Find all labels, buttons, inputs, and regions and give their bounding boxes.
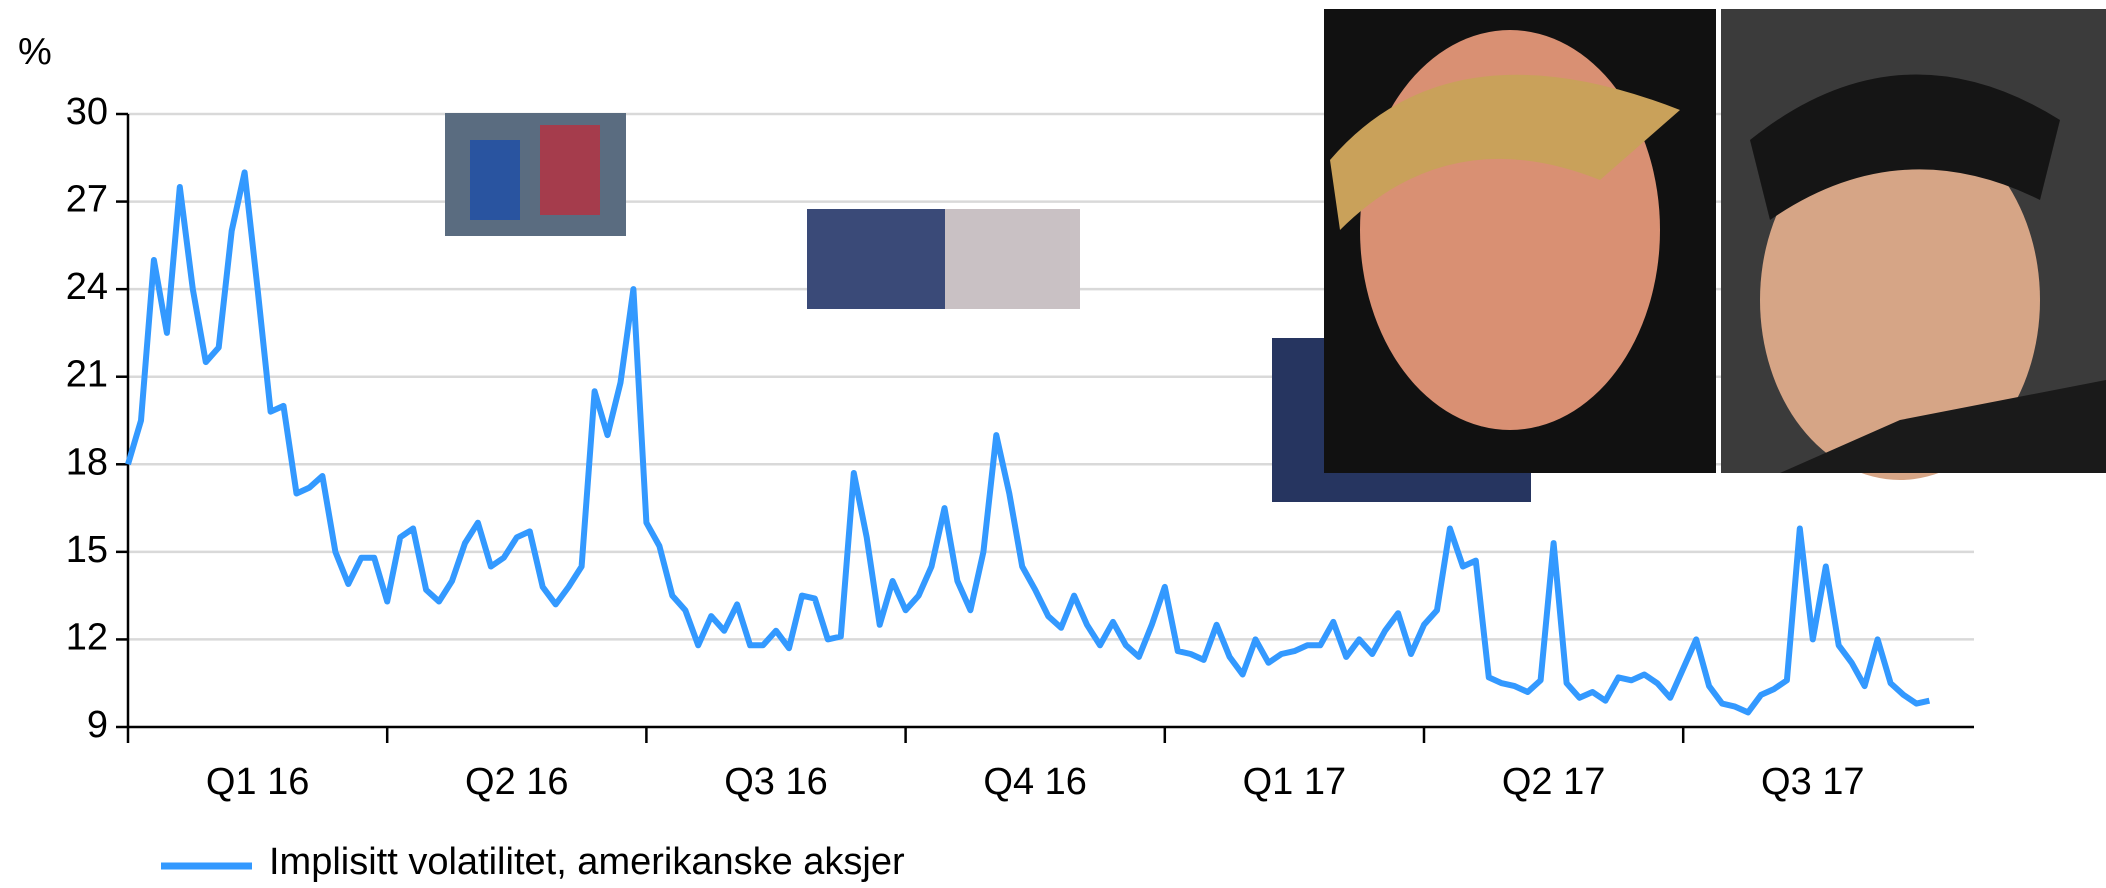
y-tick-label: 30: [66, 91, 108, 133]
photo-eu-flag: [470, 140, 520, 220]
photos: [445, 9, 2106, 502]
y-tick-label: 12: [66, 616, 108, 658]
legend-label: Implisitt volatilitet, amerikanske aksje…: [269, 841, 905, 883]
y-tick-label: 9: [87, 704, 108, 746]
x-tick-label: Q4 16: [983, 761, 1087, 803]
x-tick-label: Q1 17: [1243, 761, 1347, 803]
x-tick-label: Q2 16: [465, 761, 569, 803]
photo-kim-face: [1760, 120, 2040, 480]
x-tick-label: Q3 17: [1761, 761, 1865, 803]
data-line: [125, 169, 1931, 716]
photo-kim-hair: [1750, 74, 2060, 220]
x-tick-label: Q3 16: [724, 761, 828, 803]
photo-trump-hair: [1330, 74, 1680, 230]
x-tick-label: Q2 17: [1502, 761, 1606, 803]
x-tick-label: Q1 16: [206, 761, 310, 803]
photo-kim-suit: [1780, 380, 2106, 473]
photo-trump-small: [807, 209, 945, 309]
y-axis-unit: %: [18, 31, 52, 73]
y-tick-label: 15: [66, 529, 108, 571]
photo-flag: [540, 125, 600, 215]
y-tick-label: 21: [66, 354, 108, 396]
photo-clinton: [945, 209, 1080, 309]
y-tick-label: 24: [66, 266, 108, 308]
y-tick-label: 27: [66, 179, 108, 221]
y-tick-label: 18: [66, 441, 108, 483]
